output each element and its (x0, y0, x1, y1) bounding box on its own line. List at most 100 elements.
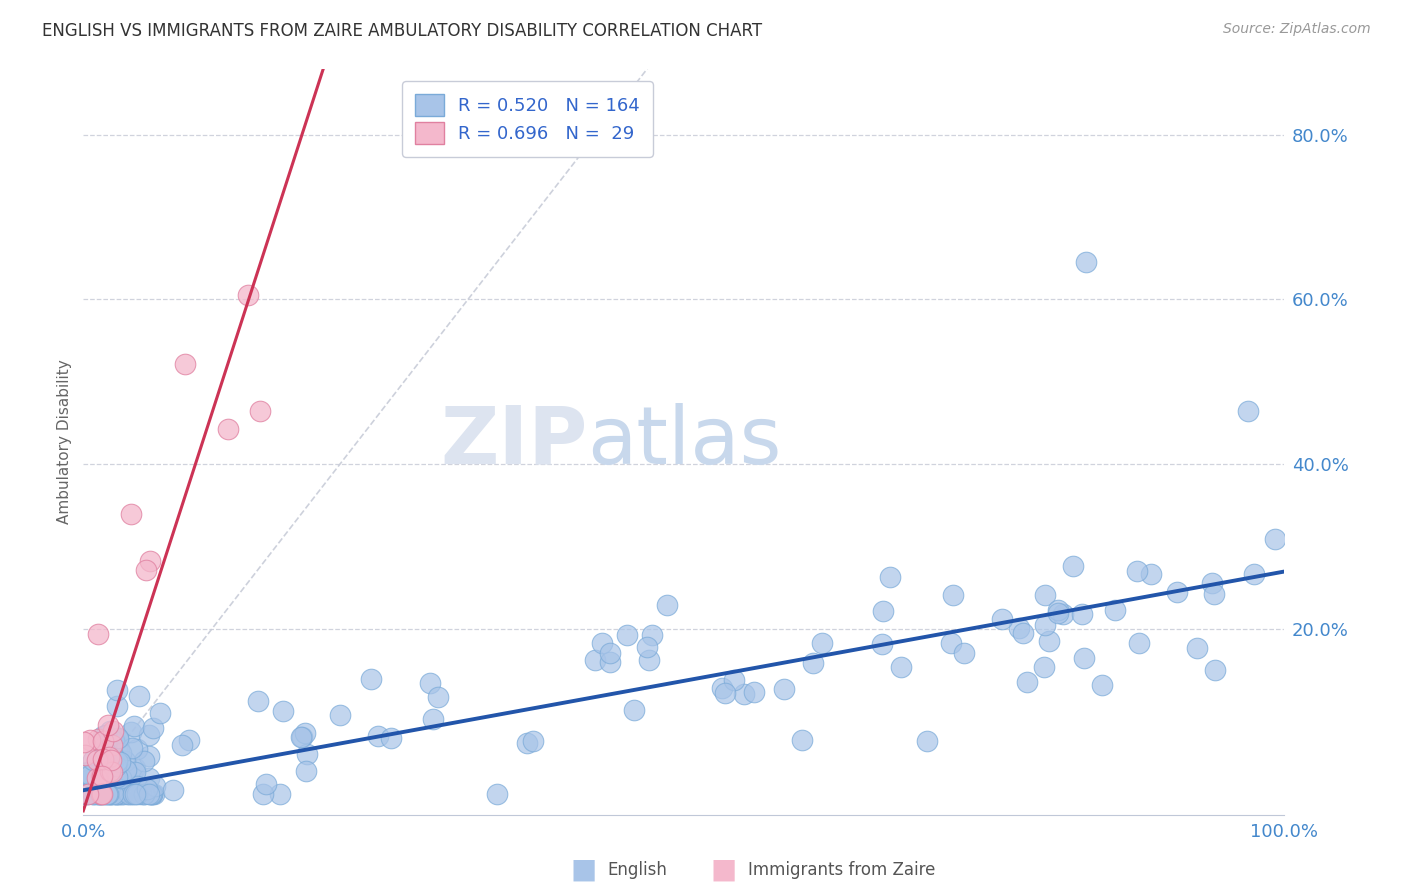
Point (1033, 588, 1056, 602)
Point (870, 637, 893, 651)
Point (76, 788, 98, 802)
Point (1187, 641, 1209, 656)
Point (1201, 576, 1223, 591)
Point (98, 788, 121, 802)
Point (101, 723, 124, 738)
Point (118, 788, 141, 802)
Point (86, 753, 108, 767)
Point (953, 647, 976, 661)
Point (72, 765, 94, 780)
Point (247, 693, 270, 707)
Point (638, 653, 661, 667)
Point (89, 788, 111, 802)
Point (90, 787, 112, 801)
Point (129, 788, 152, 802)
Point (1052, 607, 1074, 621)
Point (105, 771, 128, 785)
Point (104, 788, 127, 802)
Point (915, 734, 938, 748)
Point (135, 563, 157, 577)
Point (139, 554, 162, 568)
Point (127, 741, 149, 756)
Point (879, 570, 901, 584)
Point (1104, 603, 1126, 617)
Point (138, 771, 160, 785)
Point (110, 746, 132, 760)
Point (86, 732, 108, 747)
Point (91, 734, 114, 748)
Point (97, 788, 120, 802)
Point (98, 723, 121, 738)
Point (360, 673, 382, 687)
Point (991, 611, 1014, 625)
Point (97, 752, 120, 766)
Point (294, 725, 316, 739)
Point (419, 676, 441, 690)
Point (138, 748, 160, 763)
Point (591, 636, 613, 650)
Point (115, 763, 138, 777)
Point (522, 734, 544, 748)
Point (1243, 567, 1265, 582)
Point (713, 686, 735, 700)
Point (91, 729, 114, 743)
Point (177, 733, 200, 747)
Point (872, 604, 894, 618)
Point (138, 728, 160, 742)
Point (1091, 678, 1114, 692)
Point (1033, 618, 1056, 632)
Point (790, 732, 813, 747)
Point (1033, 660, 1056, 674)
Point (162, 782, 184, 797)
Point (1264, 532, 1286, 546)
Point (73, 735, 96, 749)
Point (84, 788, 107, 802)
Point (121, 770, 143, 784)
Point (172, 738, 194, 752)
Point (295, 764, 318, 778)
Point (110, 785, 132, 799)
Point (93, 788, 115, 802)
Point (91, 787, 114, 801)
Point (108, 788, 131, 802)
Point (641, 628, 664, 642)
Point (77, 765, 100, 780)
Point (142, 788, 165, 802)
Point (135, 782, 157, 797)
Point (583, 653, 606, 667)
Point (90, 769, 112, 783)
Point (82, 788, 104, 802)
Point (100, 765, 122, 780)
Point (295, 747, 318, 762)
Point (1046, 603, 1069, 617)
Point (623, 703, 645, 717)
Point (733, 687, 755, 701)
Point (77, 772, 100, 787)
Point (101, 781, 124, 796)
Point (98, 750, 121, 764)
Point (86, 771, 108, 785)
Point (111, 788, 134, 802)
Point (103, 752, 125, 766)
Point (94, 737, 117, 751)
Point (516, 736, 538, 750)
Point (1204, 663, 1226, 677)
Point (105, 755, 128, 769)
Point (380, 731, 402, 746)
Point (1046, 607, 1069, 621)
Point (120, 788, 142, 802)
Point (249, 404, 271, 418)
Point (329, 708, 352, 723)
Point (125, 780, 148, 794)
Point (100, 753, 122, 767)
Point (1166, 585, 1188, 599)
Point (115, 788, 138, 802)
Legend: R = 0.520   N = 164, R = 0.696   N =  29: R = 0.520 N = 164, R = 0.696 N = 29 (402, 81, 652, 157)
Point (149, 706, 172, 720)
Point (87, 788, 110, 802)
Point (723, 673, 745, 688)
Y-axis label: Ambulatory Disability: Ambulatory Disability (58, 359, 72, 524)
Point (290, 730, 312, 744)
Point (1140, 567, 1163, 582)
Point (486, 788, 509, 802)
